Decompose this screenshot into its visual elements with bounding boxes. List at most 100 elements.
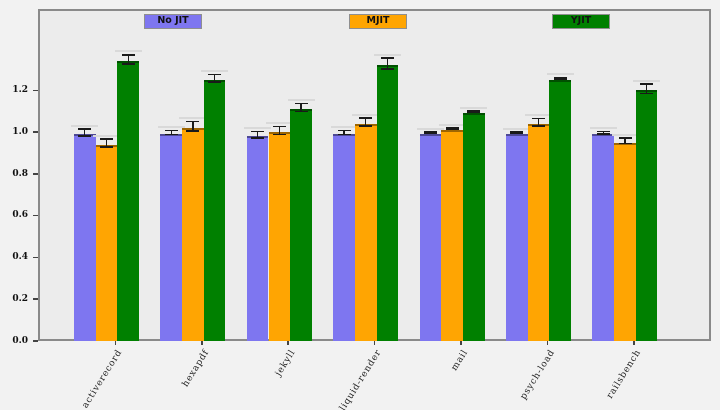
error-bar-outer-cap [438,123,466,126]
bar-mjit-hexapdf [182,127,204,341]
error-bar-cap-bottom [553,78,567,80]
x-axis-tick-mark [633,341,635,345]
bar-no-jit-liquid-render [333,134,355,341]
legend-label: No JIT [157,15,189,26]
error-bar-cap-bottom [121,63,135,65]
error-bar-outer-cap [179,117,207,120]
x-axis-tick-mark [546,341,549,345]
bar-no-jit-hexapdf [160,134,183,341]
y-axis-tick-mark [33,173,38,175]
error-bar-cap-bottom [208,81,222,83]
error-bar-cap-bottom [445,128,459,130]
bar-no-jit-activerecord [74,134,96,341]
bar-yjit-jekyll [290,109,312,341]
error-bar-cap-top [381,57,394,60]
x-axis-tick-label-railsbench: railsbench [605,348,644,401]
bar-yjit-psych-load [549,79,572,341]
x-axis-tick-mark [114,341,117,345]
bar-mjit-psych-load [527,123,550,341]
error-bar-line [646,83,648,94]
legend-item-mjit: MJIT [349,14,407,29]
error-bar-cap-top [251,130,265,133]
error-bar-cap-bottom [510,132,524,134]
y-axis-tick-label: 0.6 [12,210,28,221]
y-axis-tick-label: 1.0 [12,126,28,137]
bar-top-edge [549,79,572,82]
error-bar-cap-top [640,83,654,85]
error-bar-line [105,138,108,148]
error-bar-outer-cap [611,133,639,136]
error-bar-cap-top [164,129,178,132]
error-bar-cap-top [272,125,286,128]
error-bar-line [214,73,216,83]
error-bar-cap-top [467,110,481,112]
legend-label: MJIT [366,15,390,26]
error-bar-line [192,120,194,132]
error-bar-cap-top [186,120,200,123]
error-bar-outer-cap [503,127,531,130]
legend-label: YJIT [570,15,592,26]
error-bar-cap-bottom [467,111,481,114]
bar-yjit-activerecord [117,61,140,341]
bar-top-edge [506,134,528,137]
bar-yjit-mail [463,113,485,341]
error-bar-cap-bottom [186,130,200,132]
legend-item-yjit: YJIT [552,14,610,29]
error-bar-cap-bottom [381,68,394,70]
x-axis-tick-mark [287,341,289,345]
error-bar-cap-top [445,127,459,129]
x-axis-tick-mark [201,341,203,345]
error-bar-outer-cap [330,126,358,129]
bar-yjit-railsbench [635,90,658,341]
error-bar-outer-cap [201,70,229,73]
error-bar-cap-bottom [596,132,610,135]
x-axis-tick-mark [460,341,462,345]
error-bar-cap-bottom [100,146,113,148]
error-bar-cap-bottom [618,142,632,145]
bar-no-jit-mail [419,134,442,341]
error-bar-outer-cap [374,53,401,56]
x-axis-tick-label-hexapdf: hexapdf [180,348,212,389]
error-bar-outer-cap [460,106,488,109]
y-axis-tick-label: 0.4 [12,252,28,262]
error-bar-cap-top [596,130,610,133]
error-bar-cap-bottom [78,135,92,137]
error-bar-cap-top [78,128,92,131]
error-bar-outer-cap [589,127,617,129]
error-bar-cap-top [618,137,632,140]
x-axis-tick-label-psych-load: psych-load [518,348,557,402]
error-bar-cap-bottom [337,133,351,136]
error-bar-cap-top [121,53,135,56]
y-axis-tick-mark [33,214,38,217]
bar-mjit-mail [441,130,463,341]
y-axis-tick-label: 1.2 [12,84,28,95]
error-bar-line [170,129,172,135]
error-bar-outer-cap [244,127,272,129]
x-axis-tick-label-activerecord: activerecord [80,348,125,410]
error-bar-line [257,130,259,138]
error-bar-cap-top [294,102,308,105]
error-bar-outer-cap [93,134,120,137]
bar-top-edge [419,134,442,137]
error-bar-outer-cap [525,114,553,117]
error-bar-cap-top [532,117,546,120]
error-bar-cap-bottom [251,137,265,139]
y-axis-tick-mark [33,298,38,300]
error-bar-outer-cap [265,122,293,124]
error-bar-cap-bottom [272,133,286,136]
error-bar-outer-cap [114,50,142,53]
error-bar-outer-cap [352,113,380,116]
error-bar-outer-cap [71,124,99,127]
error-bar-line [365,117,367,127]
y-axis-tick-mark [33,340,38,342]
error-bar-outer-cap [633,79,661,82]
x-axis-tick-label-mail: mail [449,348,471,373]
y-axis-tick-label: 0.8 [12,168,28,179]
bar-mjit-activerecord [95,144,118,341]
error-bar-line [537,117,540,126]
error-bar-outer-cap [157,126,185,129]
error-bar-line [386,57,389,70]
bar-mjit-railsbench [614,142,636,341]
bar-no-jit-jekyll [246,136,269,341]
